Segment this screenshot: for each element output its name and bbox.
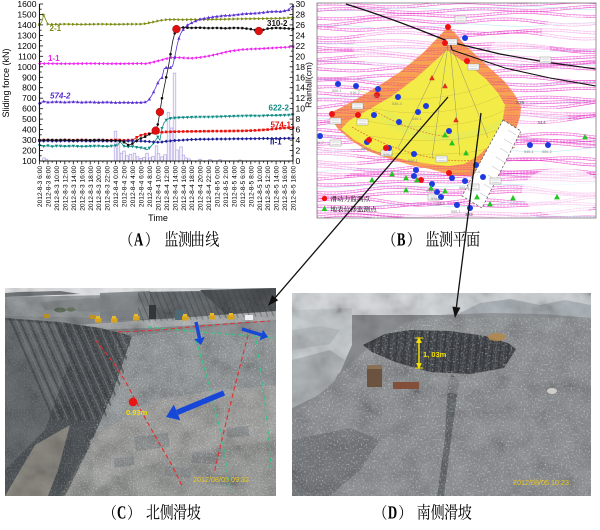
svg-text:14: 14	[296, 83, 306, 93]
svg-text:2012-8-4 6:00: 2012-8-4 6:00	[139, 166, 146, 207]
svg-text:1500: 1500	[17, 10, 36, 20]
svg-text:8: 8	[296, 114, 301, 124]
svg-text:2012-8-3 22:00: 2012-8-3 22:00	[105, 166, 112, 211]
svg-text:6: 6	[296, 125, 301, 135]
svg-text:2012-8-4 0:00: 2012-8-4 0:00	[113, 166, 120, 207]
svg-text:18: 18	[296, 62, 306, 72]
svg-text:20: 20	[296, 51, 306, 61]
svg-text:2012-8-5 18:00: 2012-8-5 18:00	[291, 166, 298, 211]
svg-text:556-2: 556-2	[542, 150, 552, 154]
svg-text:2012-8-4 16:00: 2012-8-4 16:00	[181, 166, 188, 211]
svg-text:4: 4	[296, 135, 301, 145]
svg-text:2012-8-4 14:00: 2012-8-4 14:00	[172, 166, 179, 211]
svg-text:2012-8-3 6:00: 2012-8-3 6:00	[37, 166, 44, 207]
svg-text:514: 514	[538, 120, 546, 125]
svg-text:2012-8-5 8:00: 2012-8-5 8:00	[248, 166, 255, 207]
svg-text:2012-8-5 4:00: 2012-8-5 4:00	[231, 166, 238, 207]
svg-text:26: 26	[296, 20, 306, 30]
svg-text:2012-8-4 18:00: 2012-8-4 18:00	[189, 166, 196, 211]
svg-text:700: 700	[22, 93, 37, 103]
svg-text:2-1: 2-1	[50, 24, 62, 33]
svg-text:576-4: 576-4	[383, 153, 393, 157]
svg-text:2012-8-3 10:00: 2012-8-3 10:00	[54, 166, 61, 211]
svg-text:574-2: 574-2	[50, 92, 71, 101]
svg-text:1100: 1100	[18, 51, 37, 61]
svg-text:22: 22	[296, 41, 306, 51]
svg-text:1-1: 1-1	[48, 54, 60, 63]
svg-text:2012/08/05 10:23: 2012/08/05 10:23	[513, 478, 569, 487]
svg-text:200: 200	[22, 146, 37, 156]
svg-text:16: 16	[296, 72, 306, 82]
svg-text:800: 800	[22, 83, 37, 93]
svg-text:500: 500	[22, 114, 37, 124]
svg-text:2012-8-3 18:00: 2012-8-3 18:00	[88, 166, 95, 211]
svg-text:516-2: 516-2	[426, 189, 436, 193]
svg-text:2012-8-4 20:00: 2012-8-4 20:00	[198, 166, 205, 211]
svg-text:100: 100	[22, 156, 37, 166]
svg-text:2012-8-4 10:00: 2012-8-4 10:00	[155, 166, 162, 211]
svg-text:2012-8-4 8:00: 2012-8-4 8:00	[147, 166, 154, 207]
svg-text:2012-8-3 16:00: 2012-8-3 16:00	[79, 166, 86, 211]
svg-text:24: 24	[296, 30, 306, 40]
svg-text:2012-8-4 4:00: 2012-8-4 4:00	[130, 166, 137, 207]
svg-text:II-1: II-1	[270, 137, 282, 146]
svg-text:526-3: 526-3	[435, 202, 445, 206]
svg-text:2012-8-4 2:00: 2012-8-4 2:00	[122, 166, 129, 207]
svg-text:574-1: 574-1	[271, 121, 292, 130]
svg-text:1600: 1600	[17, 0, 36, 9]
svg-text:2012-8-4 22:00: 2012-8-4 22:00	[206, 166, 213, 211]
svg-text:323: 323	[465, 212, 473, 217]
svg-text:2012-8-5 14:00: 2012-8-5 14:00	[274, 166, 281, 211]
svg-text:900: 900	[22, 72, 37, 82]
svg-text:310-2: 310-2	[267, 19, 288, 28]
svg-text:546-1: 546-1	[524, 150, 534, 154]
svg-text:1400: 1400	[17, 20, 36, 30]
svg-text:506-1: 506-1	[408, 159, 418, 163]
svg-text:600: 600	[22, 104, 37, 114]
svg-text:400: 400	[22, 125, 37, 135]
svg-text:536-4: 536-4	[470, 170, 480, 174]
svg-text:Sliding force (kN): Sliding force (kN)	[1, 48, 11, 117]
svg-text:Rainfall(cm): Rainfall(cm)	[304, 62, 314, 108]
svg-text:506-1: 506-1	[332, 89, 342, 93]
svg-text:2012/08/05 09:32: 2012/08/05 09:32	[193, 475, 249, 484]
svg-text:2012-8-3 20:00: 2012-8-3 20:00	[96, 166, 103, 211]
svg-text:1200: 1200	[17, 41, 36, 51]
svg-text:566-3: 566-3	[361, 147, 371, 151]
svg-text:2012-8-5 16:00: 2012-8-5 16:00	[282, 166, 289, 211]
svg-text:28: 28	[296, 10, 306, 20]
svg-text:2012-8-3 12:00: 2012-8-3 12:00	[62, 166, 69, 211]
svg-text:506-1: 506-1	[451, 210, 461, 214]
svg-text:622-2: 622-2	[269, 104, 290, 113]
svg-text:536-4: 536-4	[392, 102, 402, 106]
svg-text:2012-8-5 10:00: 2012-8-5 10:00	[257, 166, 264, 211]
svg-text:2: 2	[296, 146, 301, 156]
svg-text:30: 30	[296, 0, 306, 9]
svg-text:2012-8-5 0:00: 2012-8-5 0:00	[215, 166, 222, 207]
svg-text:2012-8-3 8:00: 2012-8-3 8:00	[46, 166, 53, 207]
svg-text:576-4: 576-4	[431, 197, 441, 201]
svg-text:S26: S26	[516, 100, 525, 105]
svg-text:Time: Time	[148, 213, 168, 223]
svg-text:2012-8-5 12:00: 2012-8-5 12:00	[265, 166, 272, 211]
svg-text:566-3: 566-3	[459, 186, 469, 190]
svg-text:1000: 1000	[17, 62, 36, 72]
svg-text:516-2: 516-2	[350, 91, 360, 95]
svg-text:1, 03m: 1, 03m	[423, 350, 447, 359]
svg-text:12: 12	[296, 93, 306, 103]
svg-text:1300: 1300	[17, 30, 36, 40]
svg-text:546-1: 546-1	[412, 117, 422, 121]
svg-text:0: 0	[296, 156, 301, 166]
svg-text:2012-8-3 14:00: 2012-8-3 14:00	[71, 166, 78, 211]
svg-text:0.93m: 0.93m	[126, 408, 148, 417]
svg-text:2012-8-5 2:00: 2012-8-5 2:00	[223, 166, 230, 207]
svg-text:2012-8-5 6:00: 2012-8-5 6:00	[240, 166, 247, 207]
svg-text:10: 10	[296, 104, 306, 114]
svg-text:526-3: 526-3	[372, 94, 382, 98]
svg-text:2012-8-4 12:00: 2012-8-4 12:00	[164, 166, 171, 211]
svg-text:300: 300	[22, 135, 37, 145]
svg-text:556-2: 556-2	[314, 141, 324, 145]
